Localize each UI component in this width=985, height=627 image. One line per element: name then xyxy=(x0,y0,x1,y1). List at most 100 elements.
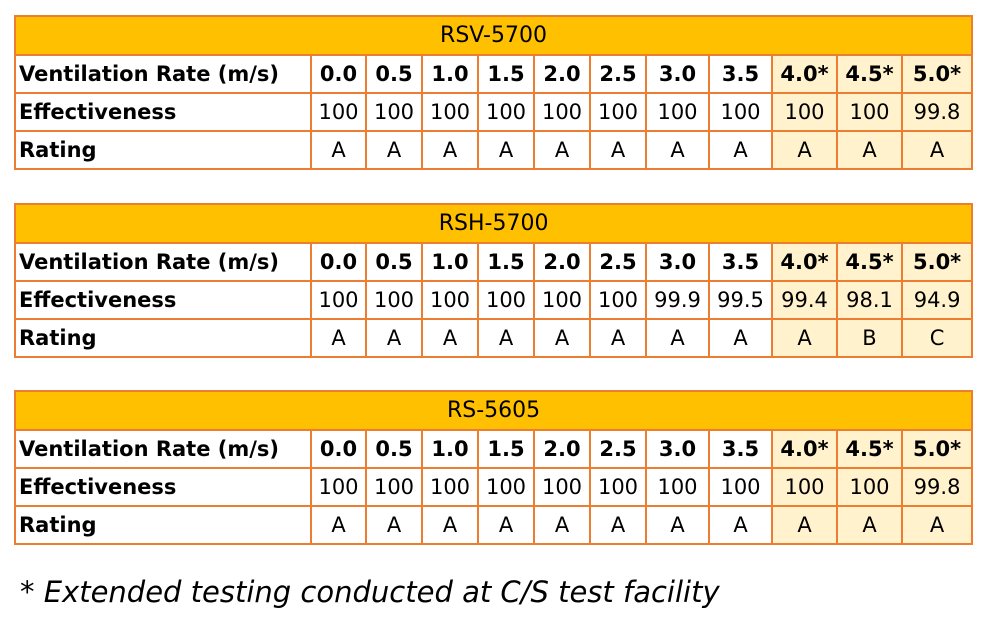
extended-effectiveness-cell: 100 xyxy=(771,467,838,507)
rating-cell: A xyxy=(708,505,773,545)
rating-row: Rating A A A A A A A A A A A xyxy=(14,505,974,545)
table-title: RSH-5700 xyxy=(13,203,974,244)
extended-rate-cell: 4.0* xyxy=(771,429,838,469)
extended-rating-cell: A xyxy=(771,505,838,545)
extended-rating-cell: A xyxy=(771,318,838,358)
rate-cell: 1.5 xyxy=(477,429,535,469)
effectiveness-cell: 100 xyxy=(421,467,479,507)
rate-cell: 3.0 xyxy=(645,54,710,94)
effectiveness-row: Effectiveness 100 100 100 100 100 100 10… xyxy=(14,467,974,507)
extended-rating-cell: A xyxy=(771,130,838,170)
rating-row: Rating A A A A A A A A A A A xyxy=(14,130,974,170)
effectiveness-cell: 99.5 xyxy=(708,280,773,320)
rating-cell: A xyxy=(645,318,710,358)
rate-cell: 1.5 xyxy=(477,242,535,282)
extended-effectiveness-cell: 100 xyxy=(771,92,838,132)
effectiveness-cell: 100 xyxy=(533,467,591,507)
results-table-rsv-5700: RSV-5700 Ventilation Rate (m/s) 0.0 0.5 … xyxy=(13,15,974,170)
extended-rating-cell: B xyxy=(836,318,903,358)
rate-cell: 1.0 xyxy=(421,54,479,94)
rate-cell: 2.5 xyxy=(589,54,647,94)
effectiveness-cell: 100 xyxy=(533,280,591,320)
row-header-ventilation-rate: Ventilation Rate (m/s) xyxy=(14,242,312,282)
rate-cell: 2.0 xyxy=(533,242,591,282)
extended-rating-cell: A xyxy=(836,130,903,170)
extended-rate-cell: 4.0* xyxy=(771,242,838,282)
footnote: * Extended testing conducted at C/S test… xyxy=(20,575,720,609)
rating-cell: A xyxy=(533,318,591,358)
rating-cell: A xyxy=(310,130,367,170)
effectiveness-cell: 100 xyxy=(365,467,423,507)
rate-cell: 3.5 xyxy=(708,54,773,94)
extended-rate-cell: 5.0* xyxy=(900,242,974,282)
extended-rating-cell: A xyxy=(900,130,974,170)
extended-effectiveness-cell: 99.8 xyxy=(900,92,974,132)
extended-effectiveness-cell: 99.8 xyxy=(900,467,974,507)
effectiveness-cell: 100 xyxy=(365,92,423,132)
rate-cell: 0.5 xyxy=(365,54,423,94)
effectiveness-cell: 100 xyxy=(365,280,423,320)
extended-effectiveness-cell: 98.1 xyxy=(836,280,903,320)
rating-cell: A xyxy=(533,130,591,170)
rating-cell: A xyxy=(365,505,423,545)
rating-cell: A xyxy=(310,318,367,358)
row-header-rating: Rating xyxy=(14,318,312,358)
effectiveness-cell: 100 xyxy=(708,467,773,507)
rating-cell: A xyxy=(708,130,773,170)
ventilation-rate-row: Ventilation Rate (m/s) 0.0 0.5 1.0 1.5 2… xyxy=(14,242,974,282)
row-header-effectiveness: Effectiveness xyxy=(14,467,312,507)
rating-cell: A xyxy=(589,318,647,358)
rate-cell: 1.5 xyxy=(477,54,535,94)
rate-cell: 2.5 xyxy=(589,429,647,469)
extended-rate-cell: 4.5* xyxy=(836,242,903,282)
row-header-rating: Rating xyxy=(14,130,312,170)
effectiveness-cell: 100 xyxy=(645,92,710,132)
extended-effectiveness-cell: 100 xyxy=(836,92,903,132)
extended-rating-cell: A xyxy=(836,505,903,545)
results-table-rs-5605: RS-5605 Ventilation Rate (m/s) 0.0 0.5 1… xyxy=(13,390,974,545)
rate-cell: 0.5 xyxy=(365,242,423,282)
row-header-rating: Rating xyxy=(14,505,312,545)
table-title-row: RSV-5700 xyxy=(13,15,974,56)
effectiveness-cell: 100 xyxy=(589,92,647,132)
rate-cell: 0.0 xyxy=(310,242,367,282)
rating-cell: A xyxy=(421,318,479,358)
rating-cell: A xyxy=(477,130,535,170)
rating-cell: A xyxy=(421,130,479,170)
rate-cell: 0.0 xyxy=(310,54,367,94)
row-header-ventilation-rate: Ventilation Rate (m/s) xyxy=(14,429,312,469)
extended-rate-cell: 4.5* xyxy=(836,429,903,469)
ventilation-rate-row: Ventilation Rate (m/s) 0.0 0.5 1.0 1.5 2… xyxy=(14,54,974,94)
table-title: RSV-5700 xyxy=(13,15,974,56)
extended-rate-cell: 4.0* xyxy=(771,54,838,94)
effectiveness-cell: 100 xyxy=(310,92,367,132)
effectiveness-cell: 100 xyxy=(310,280,367,320)
effectiveness-cell: 100 xyxy=(421,92,479,132)
rating-cell: A xyxy=(645,130,710,170)
effectiveness-cell: 100 xyxy=(477,92,535,132)
rate-cell: 1.0 xyxy=(421,429,479,469)
rating-cell: A xyxy=(421,505,479,545)
extended-effectiveness-cell: 100 xyxy=(836,467,903,507)
effectiveness-row: Effectiveness 100 100 100 100 100 100 99… xyxy=(14,280,974,320)
rating-row: Rating A A A A A A A A A B C xyxy=(14,318,974,358)
effectiveness-cell: 100 xyxy=(589,280,647,320)
effectiveness-cell: 100 xyxy=(533,92,591,132)
extended-rate-cell: 5.0* xyxy=(900,54,974,94)
extended-rating-cell: C xyxy=(900,318,974,358)
table-title: RS-5605 xyxy=(13,390,974,431)
rating-cell: A xyxy=(310,505,367,545)
rate-cell: 2.5 xyxy=(589,242,647,282)
effectiveness-cell: 100 xyxy=(477,280,535,320)
table-title-row: RS-5605 xyxy=(13,390,974,431)
results-table-rsh-5700: RSH-5700 Ventilation Rate (m/s) 0.0 0.5 … xyxy=(13,203,974,358)
rate-cell: 2.0 xyxy=(533,54,591,94)
rating-cell: A xyxy=(477,505,535,545)
extended-effectiveness-cell: 94.9 xyxy=(900,280,974,320)
rate-cell: 0.0 xyxy=(310,429,367,469)
rate-cell: 3.0 xyxy=(645,242,710,282)
row-header-ventilation-rate: Ventilation Rate (m/s) xyxy=(14,54,312,94)
effectiveness-cell: 99.9 xyxy=(645,280,710,320)
row-header-effectiveness: Effectiveness xyxy=(14,280,312,320)
effectiveness-cell: 100 xyxy=(310,467,367,507)
